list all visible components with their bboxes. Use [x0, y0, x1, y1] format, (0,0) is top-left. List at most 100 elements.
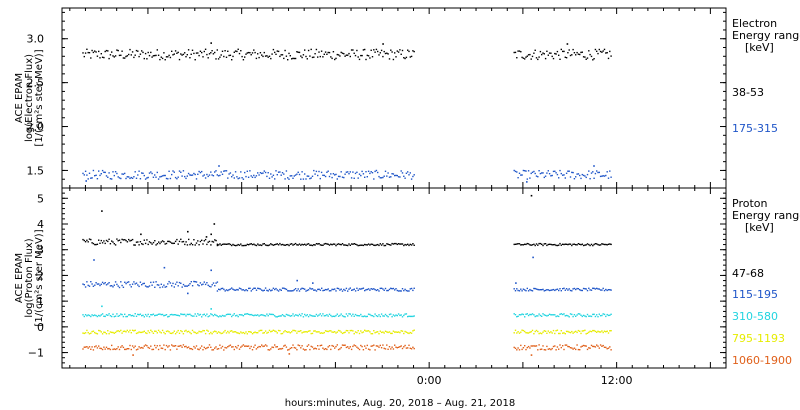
data-point	[520, 51, 522, 53]
data-point	[607, 57, 610, 60]
data-point	[586, 313, 589, 316]
data-point	[203, 174, 205, 176]
data-point	[206, 243, 208, 246]
data-point	[307, 289, 310, 291]
data-point	[288, 348, 290, 351]
data-point	[588, 347, 590, 349]
data-point	[124, 172, 126, 175]
data-point	[607, 243, 610, 245]
data-point	[159, 286, 161, 289]
data-point	[287, 243, 289, 246]
data-point	[217, 348, 220, 350]
data-point	[251, 52, 254, 54]
data-point	[185, 345, 187, 348]
data-point	[560, 290, 562, 292]
data-point	[584, 175, 586, 177]
data-point	[105, 333, 108, 335]
data-point	[92, 330, 95, 332]
data-point	[296, 173, 298, 175]
data-point	[311, 315, 314, 317]
data-point	[577, 243, 580, 245]
data-point	[92, 314, 95, 317]
data-point	[171, 173, 173, 176]
data-point	[225, 170, 228, 172]
data-point	[184, 175, 186, 178]
data-point	[173, 242, 175, 244]
data-point	[219, 315, 221, 317]
data-point	[211, 50, 213, 52]
data-point	[296, 290, 298, 292]
data-point	[341, 344, 344, 346]
data-point	[172, 314, 174, 316]
data-point	[105, 314, 108, 316]
data-point	[607, 332, 610, 334]
data-point	[224, 243, 226, 245]
data-point	[84, 52, 87, 54]
data-point	[135, 177, 138, 179]
data-point	[559, 332, 561, 335]
data-point	[588, 50, 590, 52]
data-point	[142, 314, 144, 316]
data-point	[291, 315, 293, 317]
data-point	[270, 243, 272, 245]
data-point	[314, 244, 316, 246]
data-point	[104, 50, 106, 53]
data-point	[410, 348, 413, 350]
data-point	[187, 330, 190, 333]
data-point	[567, 315, 569, 317]
data-point	[238, 348, 241, 350]
data-point	[139, 53, 142, 55]
data-point	[568, 243, 570, 245]
data-point	[144, 178, 147, 180]
data-point	[373, 344, 375, 346]
data-point	[350, 315, 353, 317]
data-point	[558, 244, 560, 246]
data-point	[530, 313, 532, 316]
data-point	[554, 289, 556, 292]
data-point	[201, 51, 203, 54]
data-point	[358, 173, 361, 175]
data-point	[133, 281, 135, 283]
data-point	[404, 330, 406, 333]
data-point	[219, 56, 221, 58]
data-point	[262, 243, 264, 245]
data-point	[264, 287, 267, 289]
data-point	[348, 243, 350, 245]
data-point	[247, 345, 250, 347]
data-point	[400, 314, 402, 316]
data-point	[109, 348, 112, 351]
data-point	[362, 331, 365, 333]
data-point	[137, 313, 139, 316]
data-point	[135, 332, 138, 335]
data-point	[246, 345, 248, 347]
data-point	[524, 170, 526, 172]
data-point	[90, 177, 92, 179]
data-point	[362, 173, 365, 175]
data-point	[395, 242, 397, 245]
data-point	[396, 243, 398, 246]
data-point	[225, 347, 228, 349]
data-point	[242, 289, 245, 291]
data-point	[169, 349, 172, 351]
data-point	[211, 349, 213, 351]
data-point	[552, 345, 555, 348]
data-point	[130, 315, 132, 317]
data-point	[386, 175, 388, 177]
data-point	[223, 243, 225, 245]
data-point	[558, 177, 560, 179]
data-point	[353, 52, 355, 54]
data-point	[104, 242, 106, 245]
data-point	[382, 288, 384, 290]
data-point	[564, 56, 566, 58]
data-point	[539, 50, 542, 53]
data-point	[302, 287, 305, 290]
data-point	[160, 332, 162, 334]
data-point	[238, 314, 241, 316]
data-point	[197, 313, 199, 315]
data-point	[96, 55, 99, 57]
data-point	[403, 175, 405, 177]
data-point	[601, 314, 603, 317]
data-point	[156, 345, 158, 347]
data-point	[580, 346, 582, 348]
data-point	[380, 244, 383, 246]
